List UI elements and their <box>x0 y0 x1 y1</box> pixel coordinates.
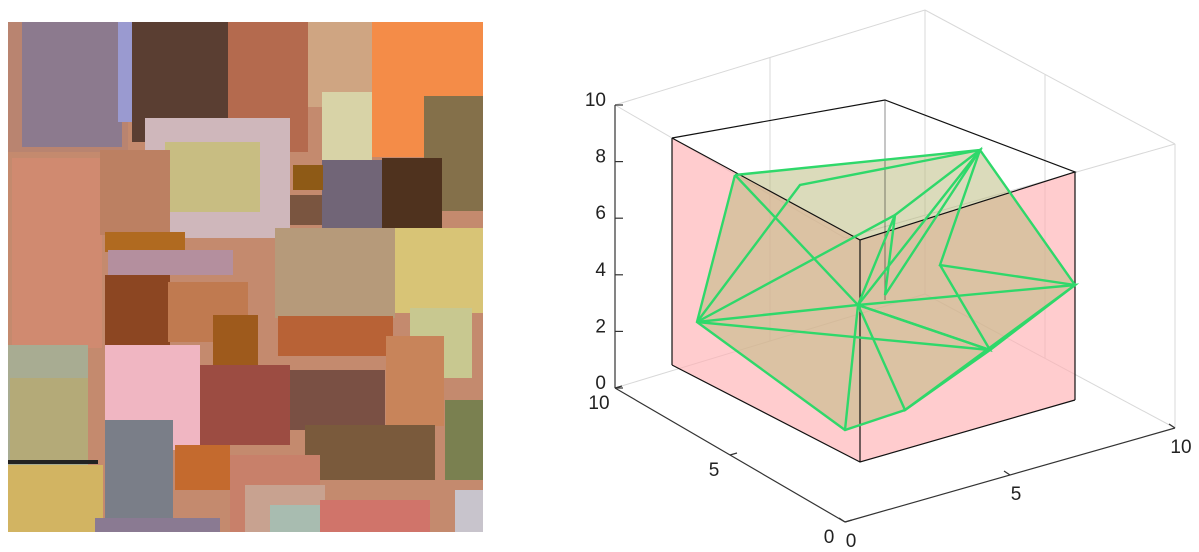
x-tick-label: 0 <box>846 531 857 547</box>
box-and-hull <box>671 99 1080 463</box>
y-tick <box>844 519 853 523</box>
y-tick-label: 10 <box>588 393 609 414</box>
y-tick-label: 5 <box>709 460 720 481</box>
rectangle-image <box>8 22 483 532</box>
z-tick-label: 2 <box>595 316 606 337</box>
x-tick <box>1168 423 1176 429</box>
y-tick <box>729 452 738 456</box>
z-tick-label: 0 <box>595 373 606 394</box>
y-tick <box>614 385 623 389</box>
z-tick-label: 4 <box>595 260 606 281</box>
y-tick-label: 0 <box>824 527 835 547</box>
z-tick-label: 10 <box>585 90 606 111</box>
x-tick-label: 5 <box>1011 484 1022 505</box>
x-tick <box>838 517 846 523</box>
x-tick-label: 10 <box>1170 437 1191 458</box>
z-tick-label: 6 <box>595 203 606 224</box>
x-tick <box>1003 470 1011 476</box>
z-tick-label: 8 <box>595 147 606 168</box>
